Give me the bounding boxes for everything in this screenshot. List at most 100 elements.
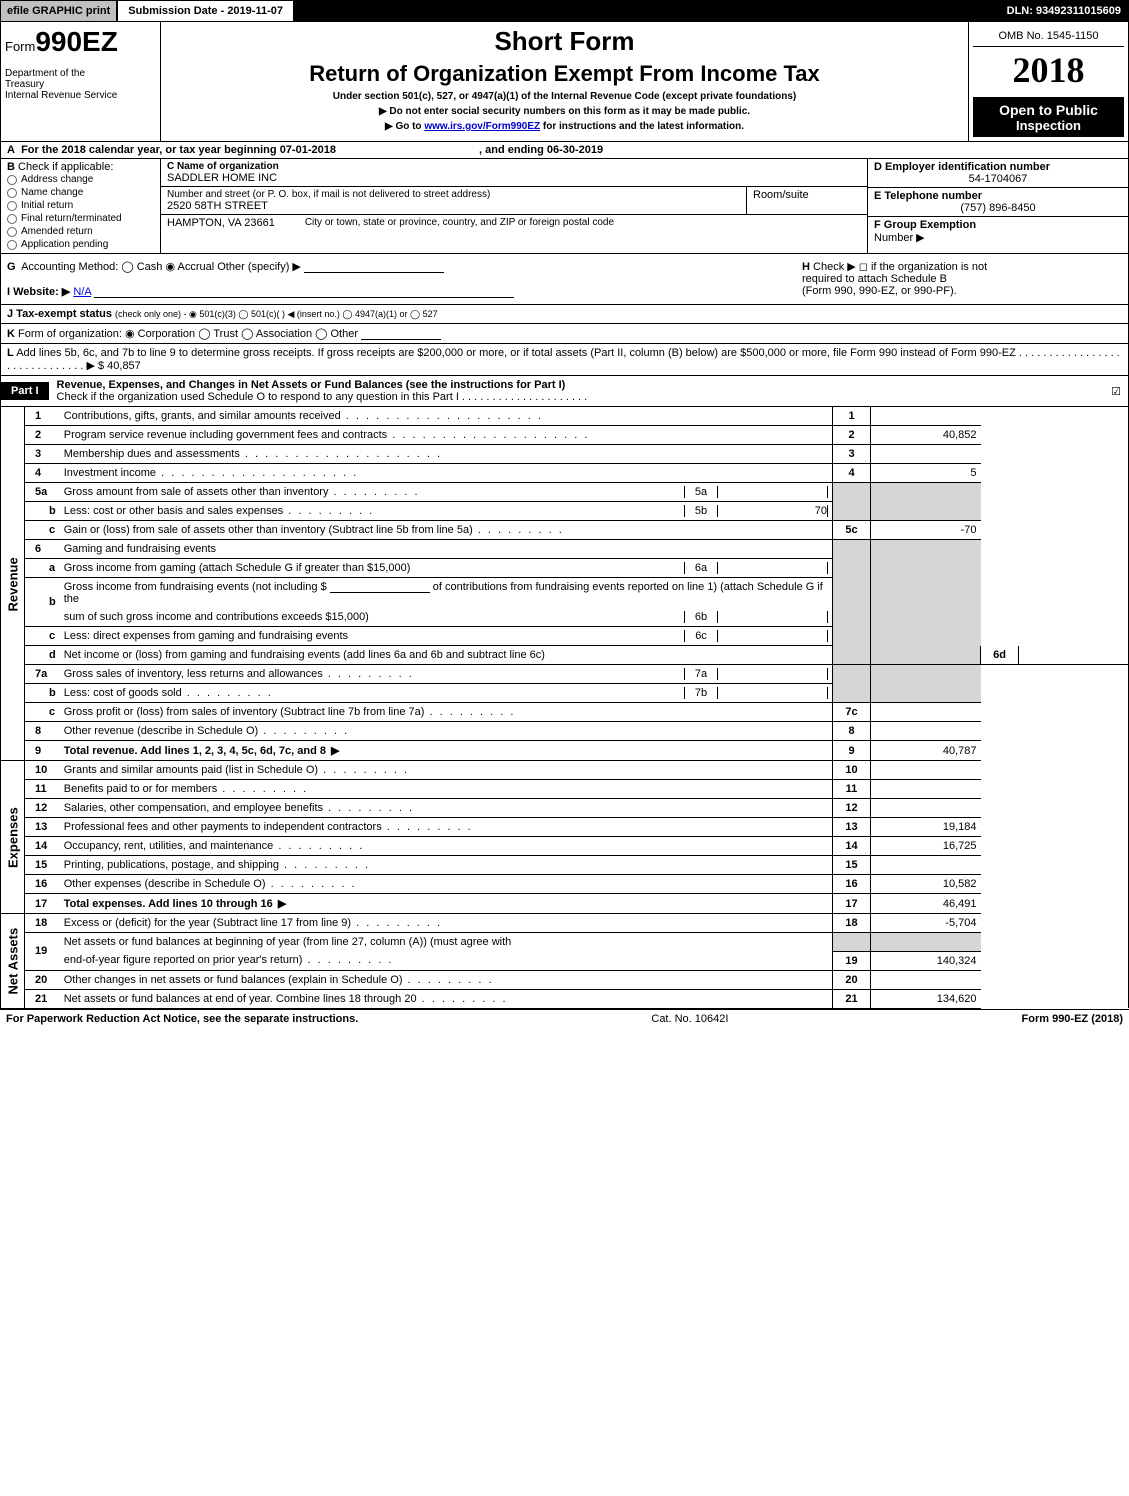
group-exemption-number: Number ▶ — [874, 232, 925, 244]
line-1-desc: Contributions, gifts, grants, and simila… — [60, 407, 833, 426]
street-value: 2520 58TH STREET — [167, 200, 740, 212]
row-l-gross-receipts: L Add lines 5b, 6c, and 7b to line 9 to … — [0, 344, 1129, 376]
col-b-checkboxes: B Check if applicable: Address change Na… — [1, 159, 161, 253]
dln: DLN: 93492311015609 — [999, 0, 1129, 22]
line-6d-desc: Net income or (loss) from gaming and fun… — [60, 646, 833, 665]
line-18-value: -5,704 — [871, 914, 981, 933]
department-label: Department of the Treasury Internal Reve… — [5, 68, 156, 101]
cb-amended-return[interactable]: Amended return — [7, 225, 154, 238]
ein-value: 54-1704067 — [874, 173, 1122, 185]
form-990ez-label: 990EZ — [35, 26, 118, 57]
tax-year: 2018 — [973, 47, 1124, 98]
cb-application-pending[interactable]: Application pending — [7, 238, 154, 251]
line-13-value: 19,184 — [871, 818, 981, 837]
line-19-value: 140,324 — [871, 951, 981, 970]
side-revenue: Revenue — [1, 407, 25, 761]
phone-value: (757) 896-8450 — [874, 202, 1122, 214]
row-j-tax-exempt: J Tax-exempt status (check only one) - ◉… — [0, 305, 1129, 324]
line-7a-desc: Gross sales of inventory, less returns a… — [60, 665, 833, 684]
line-7c-desc: Gross profit or (loss) from sales of inv… — [60, 703, 833, 722]
irs-link[interactable]: www.irs.gov/Form990EZ — [424, 121, 540, 132]
org-info-block: B Check if applicable: Address change Na… — [0, 159, 1129, 254]
cb-final-return[interactable]: Final return/terminated — [7, 212, 154, 225]
line-5c-value: -70 — [871, 521, 981, 540]
line-7b-desc: Less: cost of goods sold 7b — [60, 684, 833, 703]
line-14-value: 16,725 — [871, 837, 981, 856]
street-label: Number and street (or P. O. box, if mail… — [167, 189, 740, 200]
line-16-value: 10,582 — [871, 875, 981, 894]
city-state-zip: HAMPTON, VA 23661 — [167, 217, 275, 229]
line-8-desc: Other revenue (describe in Schedule O) — [60, 722, 833, 741]
room-suite-label: Room/suite — [753, 189, 861, 201]
line-18-desc: Excess or (deficit) for the year (Subtra… — [60, 914, 833, 933]
line-15-desc: Printing, publications, postage, and shi… — [60, 856, 833, 875]
form-header: Form990EZ Department of the Treasury Int… — [0, 22, 1129, 142]
efile-print-button[interactable]: efile GRAPHIC print — [0, 0, 117, 22]
g-label: G — [7, 261, 16, 273]
cb-initial-return[interactable]: Initial return — [7, 199, 154, 212]
side-expenses: Expenses — [1, 761, 25, 914]
line-10-desc: Grants and similar amounts paid (list in… — [60, 761, 833, 780]
cb-name-change[interactable]: Name change — [7, 186, 154, 199]
line-2-value: 40,852 — [871, 426, 981, 445]
line-6b-desc-2: sum of such gross income and contributio… — [60, 608, 833, 627]
line-5b-value: 70 — [718, 505, 828, 517]
line-9-value: 40,787 — [871, 741, 981, 761]
line-19-desc-2: end-of-year figure reported on prior yea… — [60, 951, 833, 970]
part-i-title: Revenue, Expenses, and Changes in Net As… — [57, 379, 566, 391]
line-5b-desc: Less: cost or other basis and sales expe… — [60, 502, 833, 521]
line-14-desc: Occupancy, rent, utilities, and maintena… — [60, 837, 833, 856]
line-6-desc: Gaming and fundraising events — [60, 540, 833, 559]
line-4-desc: Investment income — [60, 464, 833, 483]
org-name: SADDLER HOME INC — [167, 172, 861, 184]
accounting-method: Accounting Method: ◯ Cash ◉ Accrual Othe… — [21, 261, 301, 273]
line-6c-desc: Less: direct expenses from gaming and fu… — [60, 627, 833, 646]
return-title: Return of Organization Exempt From Incom… — [171, 61, 958, 87]
part-i-subtitle: Check if the organization used Schedule … — [57, 391, 588, 403]
page-footer: For Paperwork Reduction Act Notice, see … — [0, 1009, 1129, 1028]
line-17-value: 46,491 — [871, 894, 981, 914]
col-c-org-name-address: C Name of organization SADDLER HOME INC … — [161, 159, 868, 253]
line-6b-desc-1: Gross income from fundraising events (no… — [60, 578, 833, 609]
footer-form-ref: Form 990-EZ (2018) — [1022, 1013, 1123, 1025]
h-schedule-b: H Check ▶ ◻ if the organization is not r… — [802, 260, 1122, 298]
line-12-desc: Salaries, other compensation, and employ… — [60, 799, 833, 818]
part-i-checkbox[interactable]: ☑ — [1104, 385, 1128, 398]
line-9-desc: Total revenue. Add lines 1, 2, 3, 4, 5c,… — [60, 741, 833, 761]
side-net-assets: Net Assets — [1, 914, 25, 1009]
note-ssn: ▶ Do not enter social security numbers o… — [171, 106, 958, 117]
phone-label: E Telephone number — [874, 190, 1122, 202]
city-label: City or town, state or province, country… — [305, 217, 614, 229]
line-5a-desc: Gross amount from sale of assets other t… — [60, 483, 833, 502]
line-19-desc-1: Net assets or fund balances at beginning… — [60, 933, 833, 952]
line-20-desc: Other changes in net assets or fund bala… — [60, 970, 833, 989]
org-name-label: C Name of organization — [167, 161, 861, 172]
cb-address-change[interactable]: Address change — [7, 173, 154, 186]
col-de-ids: D Employer identification number 54-1704… — [868, 159, 1128, 253]
website-link[interactable]: N/A — [73, 286, 91, 298]
line-3-desc: Membership dues and assessments — [60, 445, 833, 464]
line-4-value: 5 — [871, 464, 981, 483]
line-21-value: 134,620 — [871, 989, 981, 1008]
line-13-desc: Professional fees and other payments to … — [60, 818, 833, 837]
omb-number: OMB No. 1545-1150 — [973, 26, 1124, 47]
open-to-public-badge: Open to Public Inspection — [973, 98, 1124, 137]
line-21-desc: Net assets or fund balances at end of ye… — [60, 989, 833, 1008]
submission-date: Submission Date - 2019-11-07 — [117, 0, 294, 22]
line-2-desc: Program service revenue including govern… — [60, 426, 833, 445]
footer-left: For Paperwork Reduction Act Notice, see … — [6, 1013, 358, 1025]
form-number: Form990EZ — [5, 26, 156, 58]
top-bar: efile GRAPHIC print Submission Date - 20… — [0, 0, 1129, 22]
row-gh: G Accounting Method: ◯ Cash ◉ Accrual Ot… — [0, 254, 1129, 305]
short-form-title: Short Form — [171, 26, 958, 57]
subtitle: Under section 501(c), 527, or 4947(a)(1)… — [171, 91, 958, 102]
part-i-header: Part I Revenue, Expenses, and Changes in… — [0, 376, 1129, 407]
part-i-table: Revenue 1 Contributions, gifts, grants, … — [0, 407, 1129, 1009]
footer-cat-no: Cat. No. 10642I — [651, 1013, 728, 1025]
line-11-desc: Benefits paid to or for members — [60, 780, 833, 799]
part-i-tag: Part I — [1, 382, 49, 400]
ein-label: D Employer identification number — [874, 161, 1122, 173]
row-k-form-of-org: K Form of organization: ◉ Corporation ◯ … — [0, 324, 1129, 344]
line-5c-desc: Gain or (loss) from sale of assets other… — [60, 521, 833, 540]
line-6a-desc: Gross income from gaming (attach Schedul… — [60, 559, 833, 578]
